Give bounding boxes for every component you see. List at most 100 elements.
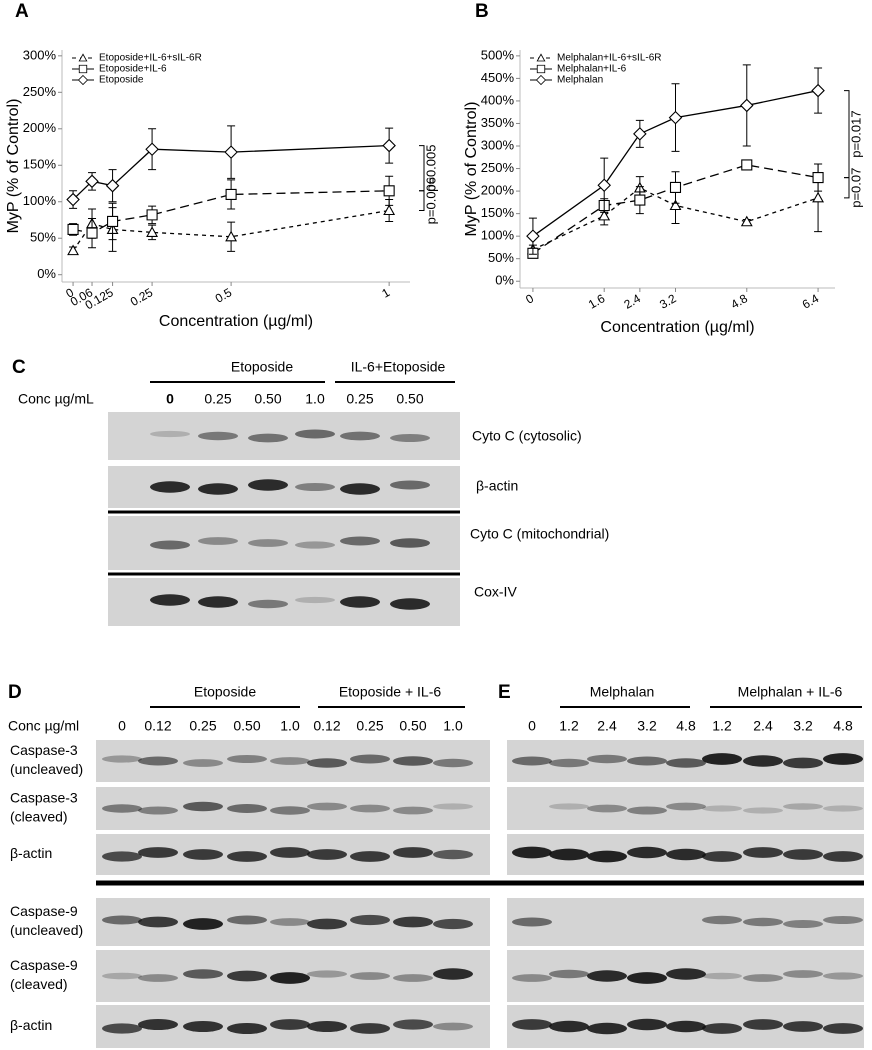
lane-label: 1.0 xyxy=(443,718,463,734)
marker xyxy=(67,223,79,236)
band xyxy=(783,1021,823,1032)
band xyxy=(307,970,347,978)
lane-label: 0.50 xyxy=(396,391,423,407)
marker xyxy=(526,229,540,243)
row-label: Caspase-3 xyxy=(10,742,78,758)
lane-label: 0 xyxy=(166,391,174,407)
lane-label: 1.0 xyxy=(280,718,300,734)
conc-label: Conc µg/ml xyxy=(8,718,79,734)
marker xyxy=(811,83,825,98)
group-label: Melphalan + IL-6 xyxy=(738,684,843,700)
x-tick-label: 1.6 xyxy=(586,291,608,312)
group-label: Melphalan xyxy=(590,684,655,700)
p-value: p=0.005 xyxy=(423,145,438,192)
y-tick-label: 0% xyxy=(37,266,56,281)
y-tick-label: 50% xyxy=(30,230,56,245)
band xyxy=(150,430,190,438)
lane-label: 0.12 xyxy=(313,718,340,734)
group-label: Etoposide xyxy=(194,684,256,700)
marker xyxy=(66,192,80,207)
band xyxy=(248,539,288,547)
band xyxy=(783,757,823,769)
lane-label: 0 xyxy=(118,718,126,734)
series-line xyxy=(532,187,819,251)
x-tick-label: 4.8 xyxy=(728,291,750,312)
lane-label: 3.2 xyxy=(793,718,813,734)
band xyxy=(549,969,589,979)
band xyxy=(666,968,706,980)
y-tick-label: 100% xyxy=(23,193,57,208)
bracket xyxy=(844,177,850,199)
band xyxy=(702,1023,742,1034)
band xyxy=(390,480,430,490)
marker xyxy=(812,191,825,203)
lane-label: 1.0 xyxy=(305,391,325,407)
band xyxy=(666,802,706,811)
legend-label: Etoposide xyxy=(99,75,144,86)
y-tick-label: 200% xyxy=(481,183,515,198)
p-value: p=0.006 xyxy=(423,177,438,224)
lane-label: 0.12 xyxy=(144,718,171,734)
band xyxy=(823,753,863,765)
band xyxy=(198,537,238,545)
row-label: β-actin xyxy=(10,1017,52,1033)
band xyxy=(340,536,380,546)
blot xyxy=(507,898,864,946)
series-line xyxy=(532,89,819,237)
x-tick-label: 0 xyxy=(523,291,536,307)
lane-label: 4.8 xyxy=(833,718,853,734)
y-tick-label: 300% xyxy=(481,137,515,152)
band xyxy=(248,599,288,609)
band xyxy=(307,918,347,930)
group-label: Etoposide + IL-6 xyxy=(339,684,442,700)
row-label: Cyto C (cytosolic) xyxy=(472,428,582,444)
band xyxy=(393,1019,433,1030)
y-axis-label: MyP (% of Control) xyxy=(5,99,22,234)
band xyxy=(102,755,142,763)
marker xyxy=(669,199,682,211)
band xyxy=(150,481,190,493)
x-tick-label: 1 xyxy=(379,285,392,301)
band xyxy=(198,596,238,608)
lane-label: 0.25 xyxy=(356,718,383,734)
band xyxy=(433,918,473,930)
band xyxy=(307,802,347,811)
x-tick-label: 0.25 xyxy=(128,285,156,309)
band xyxy=(138,847,178,858)
band xyxy=(702,972,742,980)
row-label: β-actin xyxy=(10,845,52,861)
band xyxy=(295,541,335,549)
band xyxy=(350,914,390,926)
marker xyxy=(668,110,683,125)
marker xyxy=(741,159,753,171)
marker xyxy=(634,194,646,206)
band xyxy=(183,969,223,979)
band xyxy=(350,804,390,813)
group-label: IL-6+Etoposide xyxy=(351,359,446,375)
y-tick-label: 250% xyxy=(481,160,515,175)
band xyxy=(743,974,783,982)
band xyxy=(295,482,335,492)
band xyxy=(270,918,310,926)
band xyxy=(350,754,390,764)
legend-label: Etoposide+IL-6+sIL-6R xyxy=(99,53,202,64)
band xyxy=(743,755,783,767)
band xyxy=(433,1022,473,1031)
y-tick-label: 300% xyxy=(23,47,57,62)
panel-title: C xyxy=(12,357,26,378)
legend-label: Melphalan+IL-6 xyxy=(557,64,627,75)
row-label: Caspase-9 xyxy=(10,903,78,919)
legend-label: Melphalan+IL-6+sIL-6R xyxy=(557,53,662,64)
marker xyxy=(536,64,546,74)
band xyxy=(627,972,667,984)
y-tick-label: 350% xyxy=(481,115,515,130)
y-tick-label: 500% xyxy=(481,47,515,62)
x-tick-label: 0.5 xyxy=(213,285,235,306)
band xyxy=(138,974,178,982)
band xyxy=(627,1018,667,1031)
band xyxy=(783,919,823,929)
band xyxy=(295,429,335,439)
band xyxy=(138,916,178,928)
lane-label: 2.4 xyxy=(753,718,773,734)
band xyxy=(512,756,552,766)
